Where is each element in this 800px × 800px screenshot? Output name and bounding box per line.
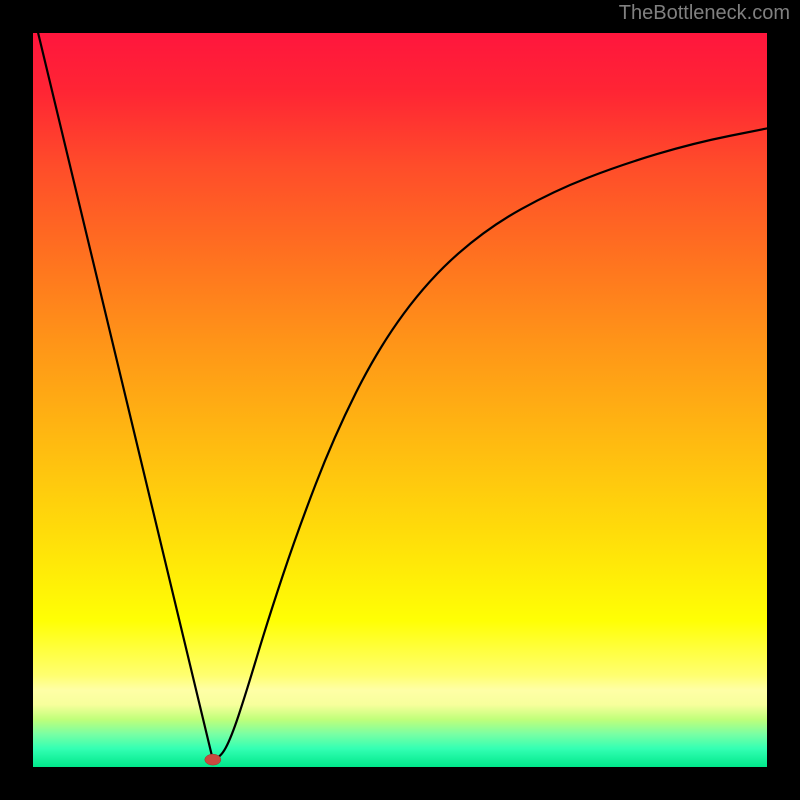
bottleneck-chart [0,0,800,800]
watermark-text: TheBottleneck.com [619,2,790,25]
plot-gradient-background [33,33,767,767]
sweet-spot-marker [205,754,221,765]
